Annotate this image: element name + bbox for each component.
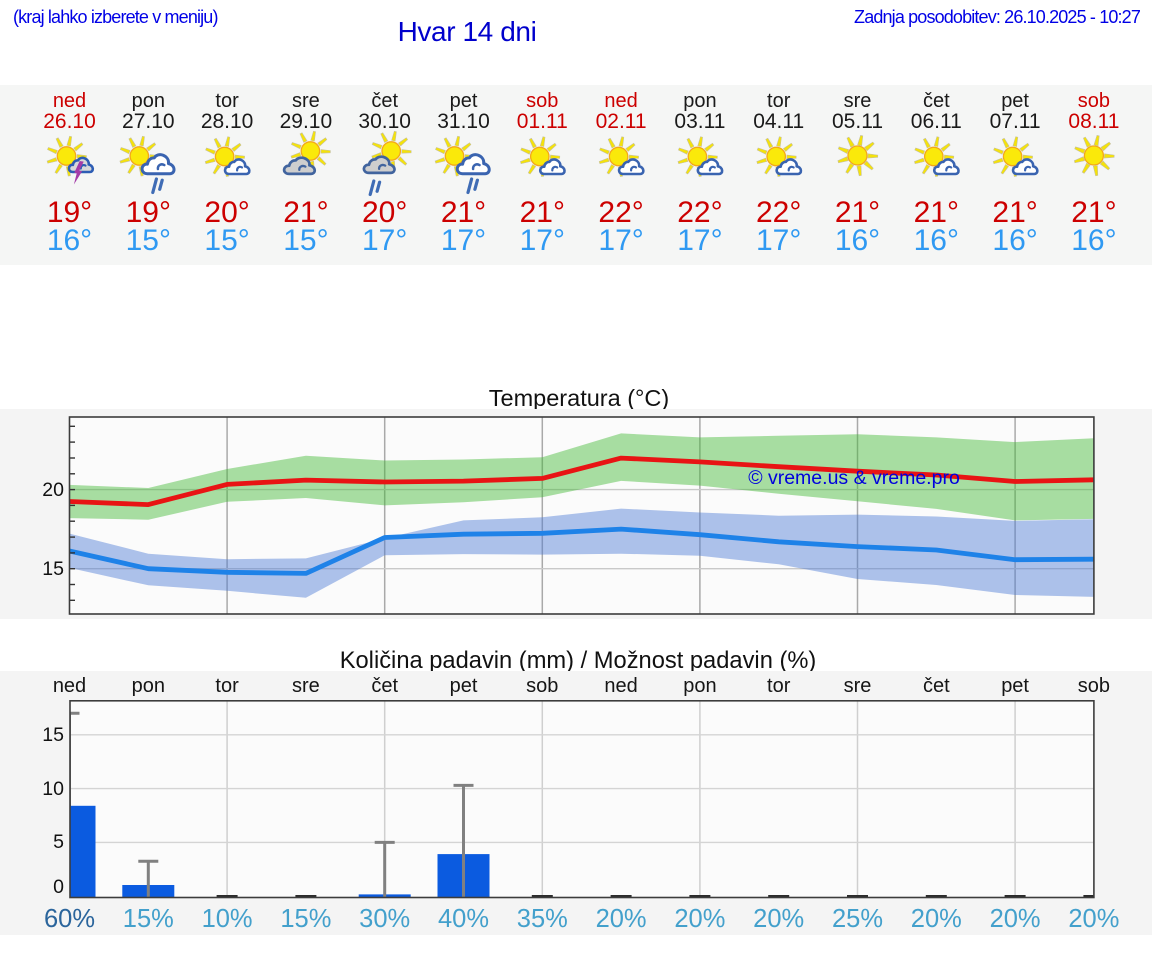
svg-text:© vreme.us & vreme.pro: © vreme.us & vreme.pro: [748, 467, 960, 489]
